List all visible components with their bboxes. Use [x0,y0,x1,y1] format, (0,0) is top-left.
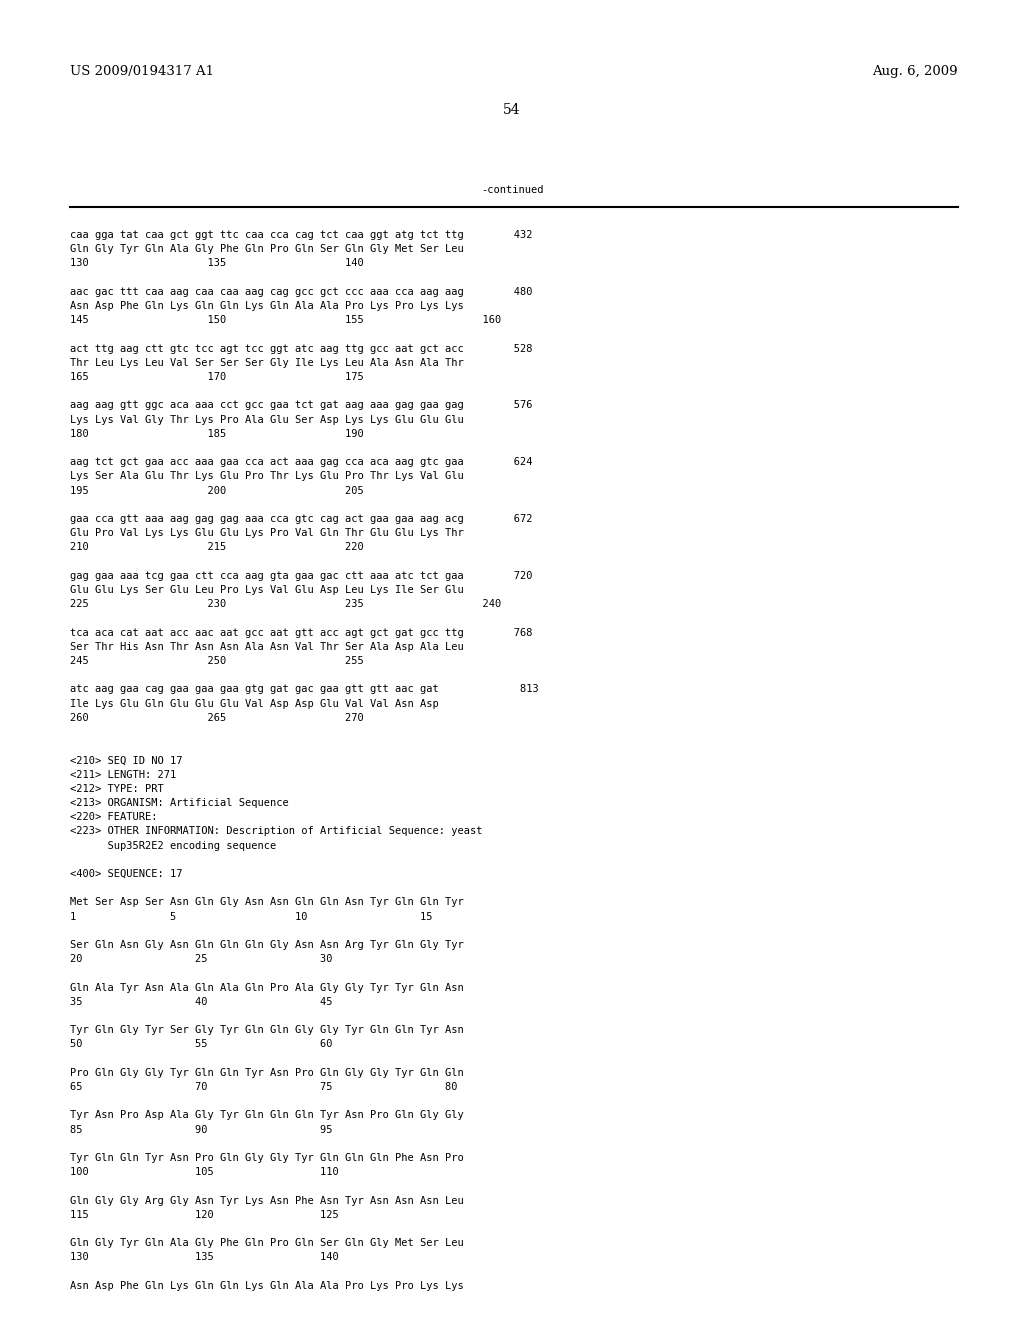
Text: Thr Leu Lys Leu Val Ser Ser Ser Gly Ile Lys Leu Ala Asn Ala Thr: Thr Leu Lys Leu Val Ser Ser Ser Gly Ile … [70,358,464,368]
Text: 100                 105                 110: 100 105 110 [70,1167,339,1177]
Text: -continued: -continued [480,185,544,195]
Text: <210> SEQ ID NO 17: <210> SEQ ID NO 17 [70,755,182,766]
Text: Glu Glu Lys Ser Glu Leu Pro Lys Val Glu Asp Leu Lys Ile Ser Glu: Glu Glu Lys Ser Glu Leu Pro Lys Val Glu … [70,585,464,595]
Text: <213> ORGANISM: Artificial Sequence: <213> ORGANISM: Artificial Sequence [70,799,289,808]
Text: 180                   185                   190: 180 185 190 [70,429,364,438]
Text: 225                   230                   235                   240: 225 230 235 240 [70,599,502,610]
Text: Met Ser Asp Ser Asn Gln Gly Asn Asn Gln Gln Asn Tyr Gln Gln Tyr: Met Ser Asp Ser Asn Gln Gly Asn Asn Gln … [70,898,464,907]
Text: 195                   200                   205: 195 200 205 [70,486,364,495]
Text: aag aag gtt ggc aca aaa cct gcc gaa tct gat aag aaa gag gaa gag        576: aag aag gtt ggc aca aaa cct gcc gaa tct … [70,400,532,411]
Text: Sup35R2E2 encoding sequence: Sup35R2E2 encoding sequence [70,841,276,850]
Text: Tyr Gln Gly Tyr Ser Gly Tyr Gln Gln Gly Gly Tyr Gln Gln Tyr Asn: Tyr Gln Gly Tyr Ser Gly Tyr Gln Gln Gly … [70,1026,464,1035]
Text: Gln Gly Tyr Gln Ala Gly Phe Gln Pro Gln Ser Gln Gly Met Ser Leu: Gln Gly Tyr Gln Ala Gly Phe Gln Pro Gln … [70,244,464,255]
Text: <211> LENGTH: 271: <211> LENGTH: 271 [70,770,176,780]
Text: US 2009/0194317 A1: US 2009/0194317 A1 [70,65,214,78]
Text: 130                 135                 140: 130 135 140 [70,1253,339,1262]
Text: gag gaa aaa tcg gaa ctt cca aag gta gaa gac ctt aaa atc tct gaa        720: gag gaa aaa tcg gaa ctt cca aag gta gaa … [70,570,532,581]
Text: Tyr Asn Pro Asp Ala Gly Tyr Gln Gln Gln Tyr Asn Pro Gln Gly Gly: Tyr Asn Pro Asp Ala Gly Tyr Gln Gln Gln … [70,1110,464,1121]
Text: 130                   135                   140: 130 135 140 [70,259,364,268]
Text: tca aca cat aat acc aac aat gcc aat gtt acc agt gct gat gcc ttg        768: tca aca cat aat acc aac aat gcc aat gtt … [70,627,532,638]
Text: Ser Thr His Asn Thr Asn Asn Ala Asn Val Thr Ser Ala Asp Ala Leu: Ser Thr His Asn Thr Asn Asn Ala Asn Val … [70,642,464,652]
Text: Tyr Gln Gln Tyr Asn Pro Gln Gly Gly Tyr Gln Gln Gln Phe Asn Pro: Tyr Gln Gln Tyr Asn Pro Gln Gly Gly Tyr … [70,1152,464,1163]
Text: Asn Asp Phe Gln Lys Gln Gln Lys Gln Ala Ala Pro Lys Pro Lys Lys: Asn Asp Phe Gln Lys Gln Gln Lys Gln Ala … [70,1280,464,1291]
Text: 50                  55                  60: 50 55 60 [70,1039,333,1049]
Text: atc aag gaa cag gaa gaa gaa gtg gat gac gaa gtt gtt aac gat             813: atc aag gaa cag gaa gaa gaa gtg gat gac … [70,684,539,694]
Text: 65                  70                  75                  80: 65 70 75 80 [70,1082,458,1092]
Text: Asn Asp Phe Gln Lys Gln Gln Lys Gln Ala Ala Pro Lys Pro Lys Lys: Asn Asp Phe Gln Lys Gln Gln Lys Gln Ala … [70,301,464,312]
Text: Ser Gln Asn Gly Asn Gln Gln Gln Gly Asn Asn Arg Tyr Gln Gly Tyr: Ser Gln Asn Gly Asn Gln Gln Gln Gly Asn … [70,940,464,950]
Text: Aug. 6, 2009: Aug. 6, 2009 [872,65,958,78]
Text: Gln Ala Tyr Asn Ala Gln Ala Gln Pro Ala Gly Gly Tyr Tyr Gln Asn: Gln Ala Tyr Asn Ala Gln Ala Gln Pro Ala … [70,982,464,993]
Text: <212> TYPE: PRT: <212> TYPE: PRT [70,784,164,793]
Text: Gln Gly Tyr Gln Ala Gly Phe Gln Pro Gln Ser Gln Gly Met Ser Leu: Gln Gly Tyr Gln Ala Gly Phe Gln Pro Gln … [70,1238,464,1249]
Text: caa gga tat caa gct ggt ttc caa cca cag tct caa ggt atg tct ttg        432: caa gga tat caa gct ggt ttc caa cca cag … [70,230,532,240]
Text: <220> FEATURE:: <220> FEATURE: [70,812,158,822]
Text: Pro Gln Gly Gly Tyr Gln Gln Tyr Asn Pro Gln Gly Gly Tyr Gln Gln: Pro Gln Gly Gly Tyr Gln Gln Tyr Asn Pro … [70,1068,464,1078]
Text: 1               5                   10                  15: 1 5 10 15 [70,912,432,921]
Text: 85                  90                  95: 85 90 95 [70,1125,333,1135]
Text: 35                  40                  45: 35 40 45 [70,997,333,1007]
Text: 165                   170                   175: 165 170 175 [70,372,364,381]
Text: Glu Pro Val Lys Lys Glu Glu Lys Pro Val Gln Thr Glu Glu Lys Thr: Glu Pro Val Lys Lys Glu Glu Lys Pro Val … [70,528,464,539]
Text: gaa cca gtt aaa aag gag gag aaa cca gtc cag act gaa gaa aag acg        672: gaa cca gtt aaa aag gag gag aaa cca gtc … [70,513,532,524]
Text: 210                   215                   220: 210 215 220 [70,543,364,552]
Text: <400> SEQUENCE: 17: <400> SEQUENCE: 17 [70,869,182,879]
Text: <223> OTHER INFORMATION: Description of Artificial Sequence: yeast: <223> OTHER INFORMATION: Description of … [70,826,482,837]
Text: aag tct gct gaa acc aaa gaa cca act aaa gag cca aca aag gtc gaa        624: aag tct gct gaa acc aaa gaa cca act aaa … [70,457,532,467]
Text: 54: 54 [503,103,521,117]
Text: Lys Lys Val Gly Thr Lys Pro Ala Glu Ser Asp Lys Lys Glu Glu Glu: Lys Lys Val Gly Thr Lys Pro Ala Glu Ser … [70,414,464,425]
Text: 245                   250                   255: 245 250 255 [70,656,364,667]
Text: Gln Gly Gly Arg Gly Asn Tyr Lys Asn Phe Asn Tyr Asn Asn Asn Leu: Gln Gly Gly Arg Gly Asn Tyr Lys Asn Phe … [70,1196,464,1205]
Text: act ttg aag ctt gtc tcc agt tcc ggt atc aag ttg gcc aat gct acc        528: act ttg aag ctt gtc tcc agt tcc ggt atc … [70,343,532,354]
Text: aac gac ttt caa aag caa caa aag cag gcc gct ccc aaa cca aag aag        480: aac gac ttt caa aag caa caa aag cag gcc … [70,286,532,297]
Text: Ile Lys Glu Gln Glu Glu Glu Val Asp Asp Glu Val Val Asn Asp: Ile Lys Glu Gln Glu Glu Glu Val Asp Asp … [70,698,438,709]
Text: Lys Ser Ala Glu Thr Lys Glu Pro Thr Lys Glu Pro Thr Lys Val Glu: Lys Ser Ala Glu Thr Lys Glu Pro Thr Lys … [70,471,464,482]
Text: 115                 120                 125: 115 120 125 [70,1210,339,1220]
Text: 20                  25                  30: 20 25 30 [70,954,333,964]
Text: 260                   265                   270: 260 265 270 [70,713,364,723]
Text: 145                   150                   155                   160: 145 150 155 160 [70,315,502,325]
